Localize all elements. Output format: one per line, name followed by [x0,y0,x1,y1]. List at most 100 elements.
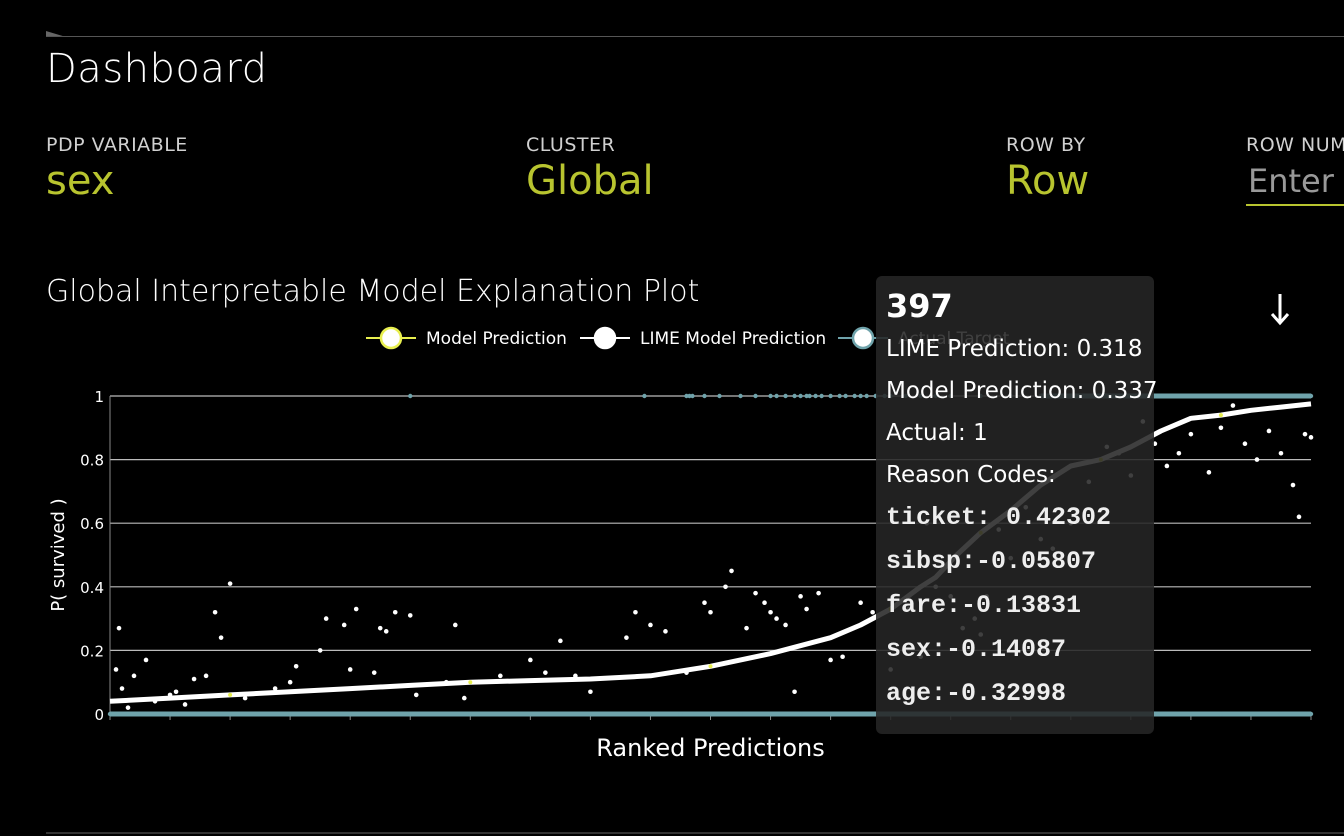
cluster-select[interactable]: Global [526,158,654,204]
row-by-label: ROW BY [1006,134,1086,156]
y-axis-label: P( survived ) [48,498,69,611]
legend-marker [851,326,875,350]
lime-prediction-point [1206,470,1212,475]
actual-target-point [1218,711,1224,717]
lime-prediction-point [1176,450,1182,456]
lime-prediction-point [371,670,377,675]
actual-target-point [678,711,683,717]
actual-target-point [468,711,473,717]
lime-prediction-point [1230,403,1236,408]
lime-prediction-point [792,689,797,695]
row-number-field[interactable]: ROW NUMBER [1246,134,1344,206]
lime-prediction-point [143,657,149,663]
actual-target-point [792,393,797,399]
tooltip-reason-code: sex:-0.14087 [886,635,1067,664]
actual-target-point [738,393,743,399]
row-by-field[interactable]: ROW BY Row [1006,134,1089,204]
actual-target-point [348,711,353,717]
lime-prediction-point [723,584,728,590]
lime-prediction-point [744,625,749,631]
lime-prediction-point [131,673,137,679]
actual-target-point [819,393,824,399]
lime-prediction-point [392,609,398,615]
tooltip-model-prediction: Model Prediction: 0.337 [886,378,1158,404]
actual-target-point [774,393,779,399]
tooltip-title: 397 [886,287,953,325]
actual-target-point [798,711,803,717]
model-prediction-point [468,680,473,685]
lime-prediction-point [1266,428,1272,434]
lime-prediction-point [816,590,821,596]
lime-prediction-point [870,609,875,615]
lime-prediction-point [558,638,563,644]
actual-target-point [843,393,848,399]
actual-target-point [813,393,818,399]
lime-prediction-point [182,702,188,707]
actual-target-point [852,393,857,399]
tooltip-reason-code: age:-0.32998 [886,679,1067,708]
row-number-input[interactable] [1246,162,1344,206]
y-tick-label: 0 [94,706,104,724]
actual-target-point [828,393,833,399]
lime-prediction-point [272,686,278,691]
actual-target-point [1248,711,1254,717]
actual-target-point [783,393,788,399]
model-prediction-point [708,664,713,669]
actual-target-point [227,711,233,717]
lime-prediction-point [227,581,233,586]
lime-prediction-point [858,600,863,605]
lime-prediction-point [708,609,713,615]
actual-target-point [588,711,593,717]
y-tick-label: 0.8 [80,452,104,470]
lime-prediction-point [663,629,668,634]
actual-target-point [768,393,773,399]
actual-target-point [1158,711,1164,717]
actual-target-point [1188,711,1194,717]
legend-marker [593,326,617,350]
lime-prediction-point [1296,514,1302,520]
lime-prediction-point [413,692,419,698]
point-tooltip: 397 LIME Prediction: 0.318 Model Predict… [876,276,1158,734]
row-by-select[interactable]: Row [1006,158,1090,204]
lime-prediction-point [729,568,734,574]
lime-prediction-point [317,648,323,653]
legend-label: LIME Model Prediction [640,329,826,349]
actual-target-point [858,711,863,717]
actual-target-point [702,393,707,399]
actual-target-point [287,711,293,717]
lime-prediction-point [588,689,593,695]
lime-prediction-point [407,613,413,618]
lime-prediction-point [543,670,548,675]
download-arrow-icon[interactable] [1266,290,1294,330]
cluster-label: CLUSTER [526,134,616,156]
lime-prediction-point [116,625,122,631]
actual-target-point [690,393,695,399]
pdp-variable-field[interactable]: PDP VARIABLE sex [46,134,188,204]
lime-prediction-point [203,673,209,679]
actual-target-point [807,393,812,399]
lime-prediction-point [383,629,389,634]
actual-target-point [1278,711,1284,717]
tooltip-actual: Actual: 1 [886,420,988,446]
lime-prediction-point [1308,435,1314,440]
lime-prediction-point [1254,457,1260,462]
lime-prediction-point [125,705,131,710]
lime-prediction-point [461,695,467,701]
y-tick-label: 0.2 [80,642,104,660]
top-divider [46,36,1344,37]
tooltip-lime-prediction: LIME Prediction: 0.318 [886,336,1143,362]
lime-prediction-point [353,606,359,612]
lime-prediction-point [218,635,224,640]
actual-target-point [858,393,863,399]
pdp-variable-select[interactable]: sex [46,158,115,204]
cluster-field[interactable]: CLUSTER Global [526,134,654,204]
lime-prediction-point [1290,482,1296,488]
model-prediction-point [1218,413,1223,418]
lime-prediction-point [753,590,758,596]
lime-prediction-point [212,609,218,615]
actual-target-point [864,393,869,399]
legend-label: Model Prediction [426,329,567,349]
lime-prediction-point [828,657,833,663]
lime-prediction-point [191,676,197,682]
actual-target-point [648,711,653,717]
